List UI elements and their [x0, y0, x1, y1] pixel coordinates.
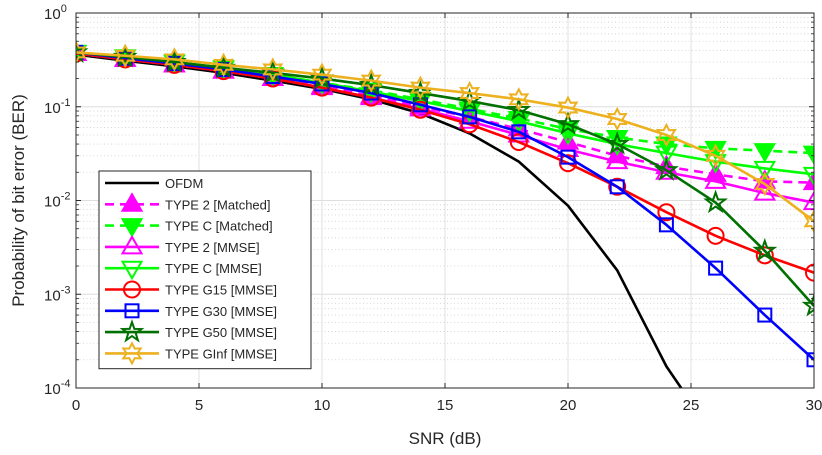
x-tick-label: 0	[72, 397, 80, 414]
legend-label: OFDM	[165, 176, 203, 191]
y-tick-label: 10-2	[44, 191, 70, 211]
legend-entry: TYPE GInf [MMSE]	[105, 343, 277, 363]
legend-label: TYPE G30 [MMSE]	[165, 304, 277, 319]
legend-label: TYPE C [Matched]	[165, 219, 273, 234]
x-tick-label: 5	[195, 397, 203, 414]
y-tick-label: 10-1	[44, 97, 70, 117]
y-tick-label: 10-4	[44, 378, 70, 398]
x-tick-label: 30	[806, 397, 822, 414]
x-tick-label: 20	[560, 397, 577, 414]
legend-label: TYPE 2 [MMSE]	[165, 240, 260, 255]
legend-entry: TYPE C [Matched]	[105, 219, 273, 236]
x-tick-label: 10	[314, 397, 331, 414]
legend-label: TYPE G50 [MMSE]	[165, 325, 277, 340]
legend-entry: TYPE 2 [Matched]	[105, 194, 271, 212]
legend-entry: TYPE G50 [MMSE]	[105, 322, 277, 340]
x-axis-title: SNR (dB)	[409, 429, 482, 448]
legend: OFDM TYPE 2 [Matched] TYPE C [Matched] TYPE…	[99, 171, 311, 369]
y-tick-label: 100	[44, 3, 67, 23]
legend-label: TYPE G15 [MMSE]	[165, 283, 277, 298]
legend-label: TYPE GInf [MMSE]	[165, 346, 277, 361]
x-tick-label: 25	[683, 397, 700, 414]
legend-label: TYPE 2 [Matched]	[165, 197, 271, 212]
y-axis-title: Probability of bit error (BER)	[9, 94, 28, 307]
x-tick-label: 15	[437, 397, 454, 414]
y-tick-label: 10-3	[44, 284, 70, 304]
legend-label: TYPE C [MMSE]	[165, 261, 262, 276]
